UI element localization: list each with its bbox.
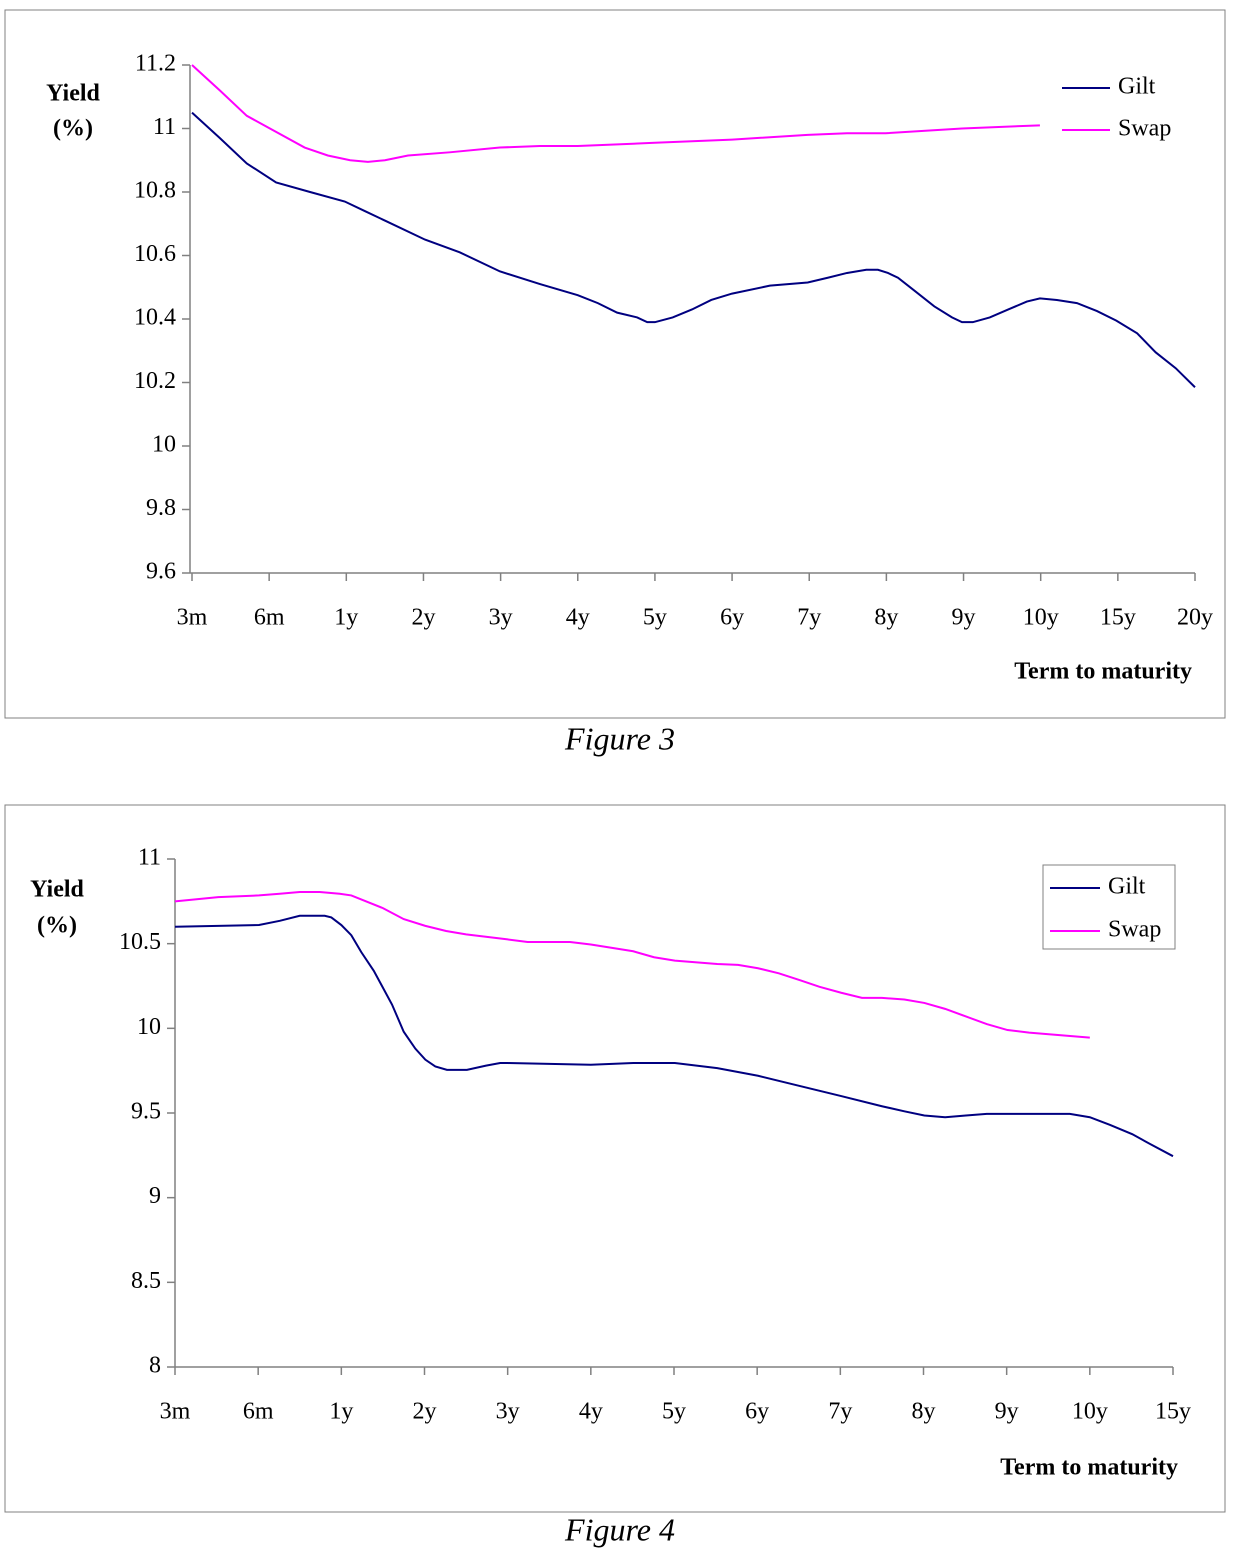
chart-frame [4,804,1226,1513]
x-tick-label: 3m [177,605,208,631]
series-line [191,111,1196,388]
x-tick-label: 4y [566,605,590,631]
x-tick-label: 8y [874,605,898,631]
y-axis-label: (%) [37,913,77,939]
x-tick-label: 7y [797,605,821,631]
x-tick-label: 1y [334,605,358,631]
y-tick-label: 9.5 [131,1099,161,1125]
legend-label: Gilt [1118,74,1156,100]
x-tick-label: 9y [952,605,976,631]
x-tick-label: 10y [1023,605,1059,631]
x-tick-label: 5y [643,605,667,631]
y-axis-label: (%) [53,116,93,142]
figure-caption: Figure 4 [564,1511,675,1547]
x-tick-label: 3y [489,605,513,631]
x-tick-label: 6m [254,605,285,631]
y-tick-label: 10 [152,432,176,458]
y-tick-label: 10.6 [134,241,176,267]
x-tick-label: 15y [1155,1399,1191,1425]
legend-box [1042,864,1176,950]
series-line [174,891,1090,1039]
x-tick-label: 7y [828,1399,852,1425]
legend-label: Swap [1108,917,1161,943]
x-tick-label: 8y [912,1399,936,1425]
y-tick-label: 11 [138,845,161,871]
x-tick-label: 10y [1072,1399,1108,1425]
series-line [174,914,1174,1158]
x-tick-label: 20y [1177,605,1213,631]
y-tick-label: 10.4 [134,305,176,331]
x-tick-label: 6m [243,1399,274,1425]
x-tick-label: 1y [329,1399,353,1425]
x-axis-label: Term to maturity [1014,659,1192,685]
x-tick-label: 5y [662,1399,686,1425]
y-tick-label: 10 [137,1014,161,1040]
series-line [191,64,1040,163]
x-tick-label: 3m [160,1399,191,1425]
x-tick-label: 2y [413,1399,437,1425]
y-tick-label: 10.2 [134,368,176,394]
legend-label: Gilt [1108,874,1146,900]
x-axis-label: Term to maturity [1000,1455,1178,1481]
y-tick-label: 10.5 [119,929,161,955]
x-tick-label: 9y [995,1399,1019,1425]
x-tick-label: 4y [579,1399,603,1425]
y-tick-label: 11.2 [135,51,176,77]
y-axis-label: Yield [30,877,84,903]
x-tick-label: 3y [496,1399,520,1425]
y-tick-label: 9 [149,1183,161,1209]
x-tick-label: 2y [411,605,435,631]
y-tick-label: 10.8 [134,178,176,204]
y-tick-label: 8 [149,1353,161,1379]
y-tick-label: 11 [153,114,176,140]
figure-caption: Figure 3 [564,720,675,756]
y-tick-label: 9.8 [146,495,176,521]
legend-label: Swap [1118,116,1171,142]
x-tick-label: 6y [720,605,744,631]
y-tick-label: 9.6 [146,559,176,585]
x-tick-label: 6y [745,1399,769,1425]
y-tick-label: 8.5 [131,1268,161,1294]
y-axis-label: Yield [46,81,100,107]
x-tick-label: 15y [1100,605,1136,631]
